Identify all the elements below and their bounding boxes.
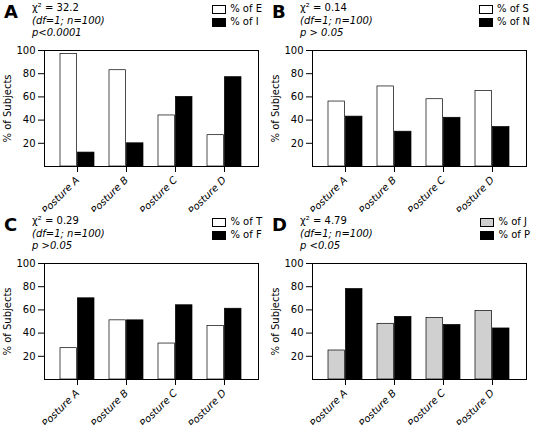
html-text:χ² = 0.14: χ² = 0.14 xyxy=(300,2,347,13)
svg-text:Posture A: Posture A xyxy=(40,174,82,212)
svg-text:Posture B: Posture B xyxy=(89,174,131,212)
html-text:D: D xyxy=(272,214,287,235)
html-text:% of E: % of E xyxy=(230,3,262,14)
svg-text:% of Subjects: % of Subjects xyxy=(270,74,281,142)
svg-text:80: 80 xyxy=(23,68,36,79)
svg-text:Posture A: Posture A xyxy=(40,387,82,425)
svg-text:80: 80 xyxy=(291,281,304,292)
html-text:% of S: % of S xyxy=(497,3,529,14)
svg-text:% of Subjects: % of Subjects xyxy=(2,287,13,355)
svg-text:Posture C: Posture C xyxy=(137,174,179,212)
html-text:χ² = 32.2: χ² = 32.2 xyxy=(32,2,79,13)
svg-text:Posture D: Posture D xyxy=(186,174,228,212)
html-text:B: B xyxy=(272,1,286,22)
svg-text:100: 100 xyxy=(16,258,35,269)
svg-text:20: 20 xyxy=(23,138,36,149)
svg-text:Posture D: Posture D xyxy=(454,387,496,425)
html-text:p <0.05: p <0.05 xyxy=(300,240,341,251)
svg-text:Posture C: Posture C xyxy=(405,387,447,425)
html-text:% of J: % of J xyxy=(498,216,527,227)
svg-text:20: 20 xyxy=(291,351,304,362)
svg-text:20: 20 xyxy=(291,138,304,149)
html-text:A: A xyxy=(4,1,18,22)
svg-text:20: 20 xyxy=(23,351,36,362)
svg-text:80: 80 xyxy=(291,68,304,79)
html-text:% of F: % of F xyxy=(230,229,262,240)
svg-text:100: 100 xyxy=(284,45,303,56)
svg-text:100: 100 xyxy=(16,45,35,56)
html-text:(df=1; n=100): (df=1; n=100) xyxy=(300,14,373,26)
html-text:p<0.0001: p<0.0001 xyxy=(32,27,82,38)
svg-text:Posture B: Posture B xyxy=(357,174,399,212)
svg-text:% of Subjects: % of Subjects xyxy=(270,287,281,355)
svg-text:% of Subjects: % of Subjects xyxy=(2,74,13,142)
html-text:χ² = 0.29: χ² = 0.29 xyxy=(32,215,79,226)
html-text:% of P: % of P xyxy=(498,229,530,240)
html-text:% of I: % of I xyxy=(230,16,259,27)
svg-text:100: 100 xyxy=(284,258,303,269)
html-text:% of N: % of N xyxy=(497,16,530,27)
svg-text:40: 40 xyxy=(23,327,36,338)
svg-text:Posture D: Posture D xyxy=(454,174,496,212)
svg-text:60: 60 xyxy=(291,91,304,102)
html-text:p > 0.05: p > 0.05 xyxy=(300,27,344,38)
svg-text:Posture B: Posture B xyxy=(89,387,131,425)
svg-text:Posture C: Posture C xyxy=(405,174,447,212)
svg-text:40: 40 xyxy=(291,114,304,125)
svg-text:Posture C: Posture C xyxy=(137,387,179,425)
html-text:% of T: % of T xyxy=(230,216,262,227)
svg-text:60: 60 xyxy=(291,304,304,315)
svg-text:40: 40 xyxy=(291,327,304,338)
svg-text:Posture A: Posture A xyxy=(308,174,350,212)
svg-text:80: 80 xyxy=(23,281,36,292)
html-text:χ² = 4.79: χ² = 4.79 xyxy=(300,215,347,226)
html-text:p >0.05: p >0.05 xyxy=(32,240,73,251)
html-text:(df=1; n=100): (df=1; n=100) xyxy=(300,227,373,239)
svg-text:Posture A: Posture A xyxy=(308,387,350,425)
html-text:C: C xyxy=(4,214,18,235)
html-text:(df=1; n=100): (df=1; n=100) xyxy=(32,227,105,239)
svg-text:60: 60 xyxy=(23,91,36,102)
svg-text:Posture D: Posture D xyxy=(186,387,228,425)
svg-text:40: 40 xyxy=(23,114,36,125)
html-text:(df=1; n=100): (df=1; n=100) xyxy=(32,14,105,26)
svg-text:Posture B: Posture B xyxy=(357,387,399,425)
svg-text:60: 60 xyxy=(23,304,36,315)
